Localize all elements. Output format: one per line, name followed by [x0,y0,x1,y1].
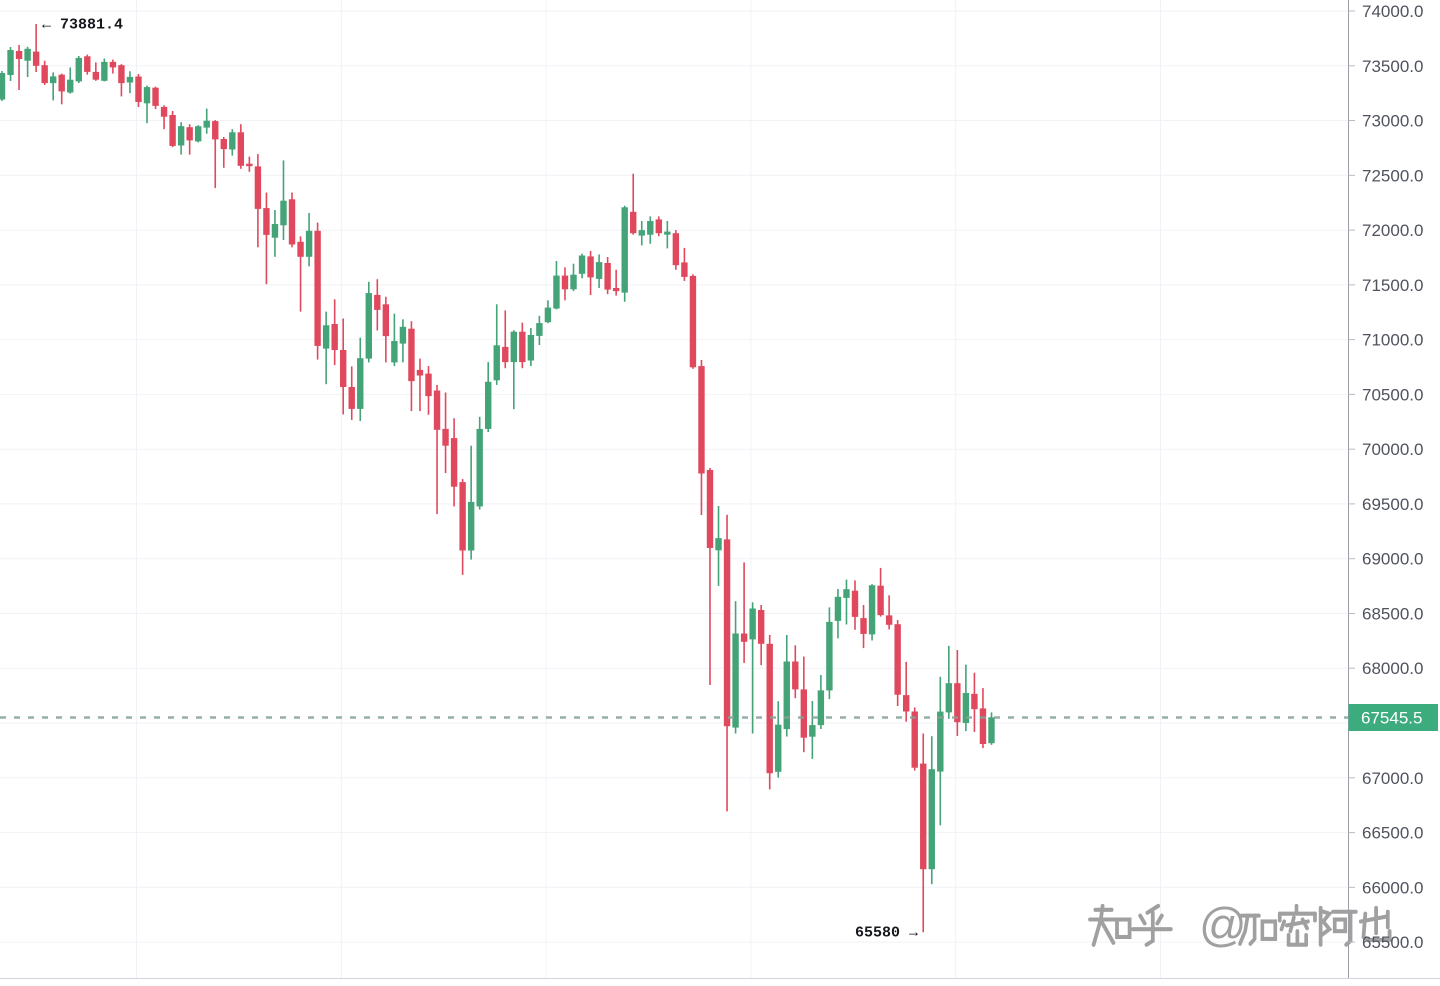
svg-text:66000.0: 66000.0 [1362,878,1423,897]
svg-text:68500.0: 68500.0 [1362,605,1423,624]
svg-text:72500.0: 72500.0 [1362,166,1423,185]
svg-text:70500.0: 70500.0 [1362,385,1423,404]
svg-text:70000.0: 70000.0 [1362,440,1423,459]
svg-text:69500.0: 69500.0 [1362,495,1423,514]
svg-text:67545.5: 67545.5 [1361,709,1422,728]
svg-text:65580 →: 65580 → [855,925,918,942]
svg-text:67000.0: 67000.0 [1362,769,1423,788]
svg-text:65500.0: 65500.0 [1362,933,1423,952]
svg-text:73500.0: 73500.0 [1362,57,1423,76]
svg-text:← 73881.4: ← 73881.4 [42,17,123,34]
svg-text:72000.0: 72000.0 [1362,221,1423,240]
svg-text:73000.0: 73000.0 [1362,112,1423,131]
svg-text:71000.0: 71000.0 [1362,331,1423,350]
svg-text:69000.0: 69000.0 [1362,550,1423,569]
svg-text:66500.0: 66500.0 [1362,824,1423,843]
svg-text:71500.0: 71500.0 [1362,276,1423,295]
svg-text:68000.0: 68000.0 [1362,659,1423,678]
svg-text:74000.0: 74000.0 [1362,2,1423,21]
